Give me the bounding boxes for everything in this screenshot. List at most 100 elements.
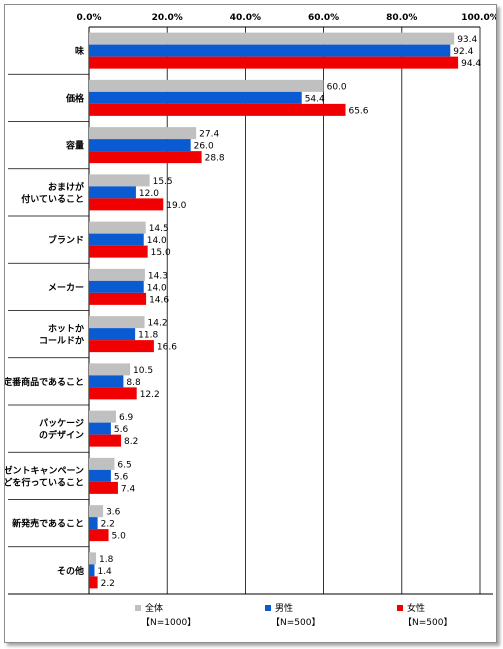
bar-1 (89, 564, 95, 577)
bar-0 (89, 127, 197, 140)
data-label: 65.6 (348, 106, 368, 116)
bar-0 (89, 363, 131, 376)
bar-2 (89, 481, 118, 494)
data-label: 14.5 (149, 224, 169, 234)
bar-2 (89, 103, 346, 116)
bar-1 (89, 186, 136, 199)
bar-2 (89, 434, 122, 447)
data-label: 8.2 (124, 437, 138, 447)
bar-2 (89, 529, 109, 542)
category-label: その他 (57, 565, 84, 577)
bar-2 (89, 245, 148, 258)
category-label: 容量 (65, 140, 84, 152)
chart-frame: 0.0% 20.0% 40.0% 60.0% 80.0% 100.0% 味 93.4 92.4 9… (4, 4, 497, 643)
data-label: 5.0 (112, 532, 127, 542)
bar-1 (89, 233, 144, 246)
bar-0 (89, 268, 145, 281)
legend-swatch-0 (135, 605, 141, 611)
bar-2 (89, 151, 202, 164)
data-label: 26.0 (194, 142, 214, 152)
data-label: 7.4 (121, 484, 136, 494)
data-label: 16.6 (157, 343, 177, 353)
legend-swatch-2 (397, 605, 403, 611)
x-tick-label: 100.0% (461, 13, 496, 23)
category-label: おまけが (48, 181, 85, 193)
data-label: 14.3 (148, 271, 168, 281)
category-label: メーカー (48, 282, 84, 293)
data-label: 94.4 (461, 59, 481, 69)
legend-label: 全体 (145, 602, 163, 614)
bar-1 (89, 422, 111, 435)
bar-2 (89, 56, 459, 69)
data-label: 15.0 (151, 248, 171, 258)
bar-1 (89, 469, 111, 482)
data-label: 14.0 (147, 236, 167, 246)
category-label: プレゼントキャンペーン (5, 464, 84, 476)
data-label: 5.6 (114, 472, 129, 482)
x-tick-label: 40.0% (230, 13, 261, 23)
x-tick-label: 60.0% (308, 13, 339, 23)
legend-sample-size: 【N=500】 (271, 617, 320, 628)
data-label: 1.8 (99, 555, 114, 565)
legend-sample-size: 【N=500】 (403, 617, 452, 628)
data-label: 1.4 (97, 567, 112, 577)
data-label: 14.0 (147, 283, 167, 293)
bar-0 (89, 505, 104, 518)
category-label: 付いていること (21, 193, 84, 205)
category-label: 定番商品であること (5, 376, 84, 388)
bar-2 (89, 576, 98, 589)
data-label: 5.6 (114, 425, 129, 435)
data-label: 6.9 (119, 413, 134, 423)
bar-0 (89, 552, 97, 565)
bar-2 (89, 198, 164, 211)
bar-0 (89, 410, 116, 423)
category-label: ホットか (48, 324, 84, 335)
data-label: 6.5 (117, 460, 131, 470)
data-label: 93.4 (457, 35, 477, 45)
category-label: コールドか (39, 336, 84, 347)
bar-1 (89, 139, 191, 152)
bar-1 (89, 44, 451, 57)
data-label: 10.5 (133, 366, 153, 376)
data-label: 92.4 (453, 47, 473, 57)
data-label: 54.4 (305, 94, 325, 104)
bar-1 (89, 517, 98, 530)
data-label: 12.0 (139, 189, 159, 199)
bar-2 (89, 340, 154, 353)
bar-0 (89, 316, 145, 329)
x-tick-label: 80.0% (386, 13, 417, 23)
data-label: 11.8 (138, 331, 158, 341)
bar-1 (89, 91, 302, 104)
bar-0 (89, 174, 150, 187)
bar-chart: 0.0% 20.0% 40.0% 60.0% 80.0% 100.0% 味 93.4 92.4 9… (5, 13, 496, 628)
data-label: 14.6 (149, 295, 169, 305)
category-label: ブランド (48, 234, 84, 246)
category-label: 味 (75, 45, 84, 57)
data-label: 12.2 (140, 390, 160, 400)
bar-1 (89, 280, 144, 293)
bar-0 (89, 221, 146, 234)
data-label: 60.0 (327, 82, 347, 92)
x-tick-label: 20.0% (152, 13, 183, 23)
bar-1 (89, 375, 124, 388)
bar-0 (89, 32, 455, 45)
category-label: 価格 (65, 92, 85, 104)
legend-label: 女性 (407, 602, 425, 614)
bar-2 (89, 387, 137, 400)
data-label: 8.8 (126, 378, 141, 388)
x-tick-label: 0.0% (77, 13, 102, 23)
bar-0 (89, 79, 324, 92)
legend-swatch-1 (265, 605, 271, 611)
data-label: 28.8 (205, 154, 225, 164)
data-label: 19.0 (166, 201, 186, 211)
data-label: 2.2 (101, 520, 115, 530)
category-label: などを行っていること (5, 476, 84, 488)
category-label: パッケージ (39, 417, 84, 429)
category-label: のデザイン (39, 429, 84, 441)
bar-2 (89, 292, 147, 305)
data-label: 15.5 (153, 177, 173, 187)
bar-0 (89, 457, 115, 470)
category-label: 新発売であること (12, 518, 84, 530)
bar-1 (89, 328, 136, 341)
legend-sample-size: 【N=1000】 (141, 617, 196, 628)
